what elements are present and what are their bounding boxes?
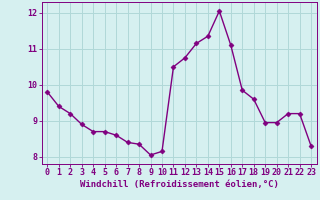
X-axis label: Windchill (Refroidissement éolien,°C): Windchill (Refroidissement éolien,°C) [80, 180, 279, 189]
